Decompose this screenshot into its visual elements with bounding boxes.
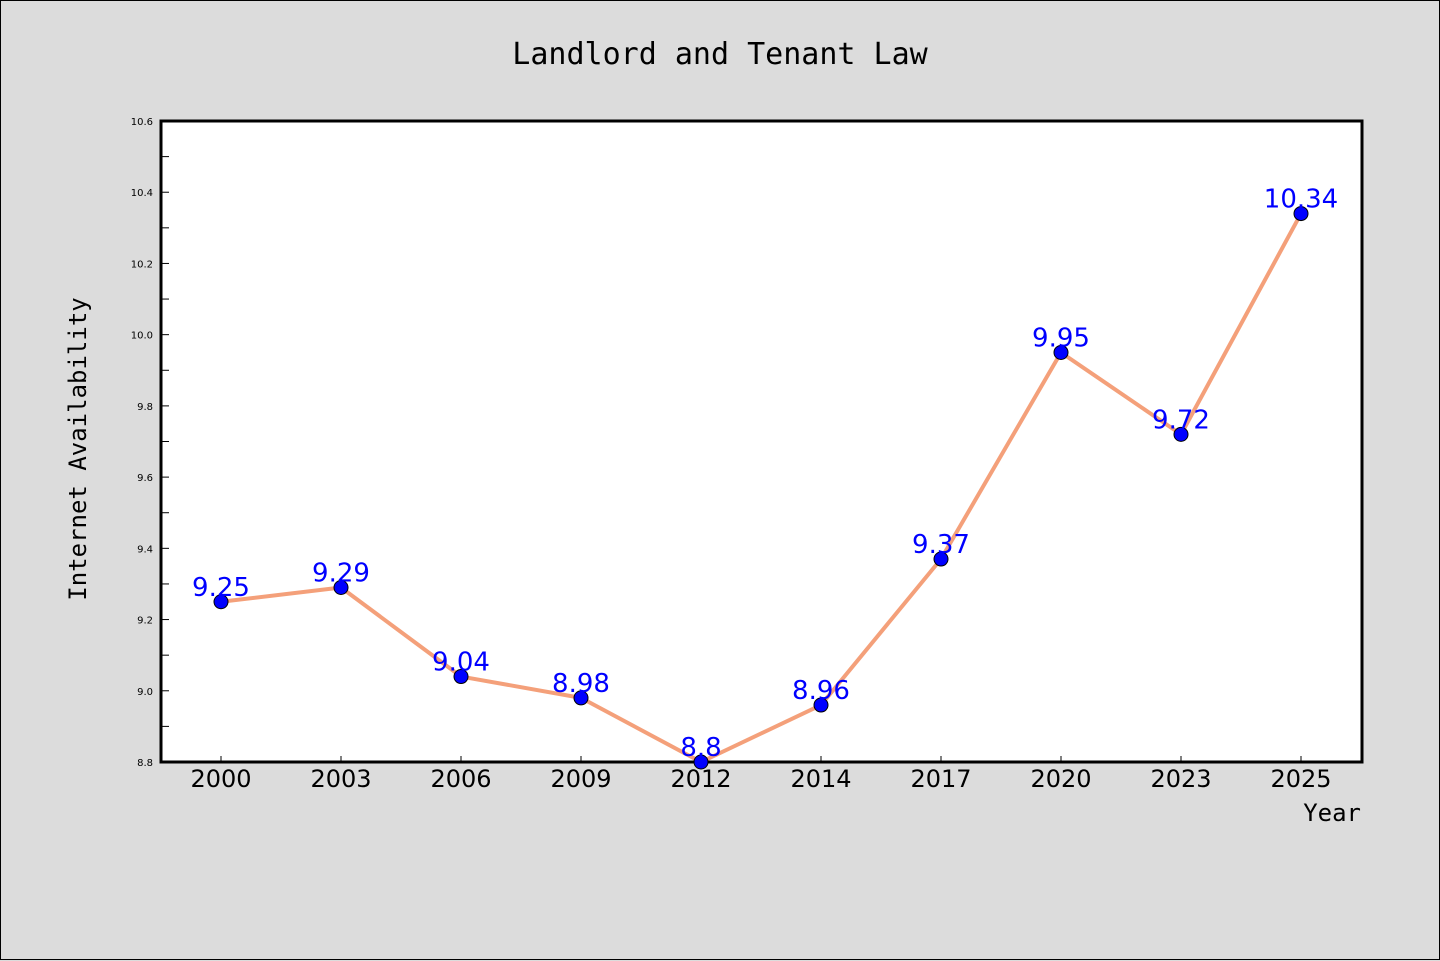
data-label: 9.72 <box>1152 405 1210 435</box>
series-line <box>219 211 1303 764</box>
y-tick-label: 9.8 <box>137 402 153 413</box>
plot-area <box>159 119 1364 764</box>
series-group <box>213 206 1309 770</box>
x-tick-label: 2006 <box>430 765 491 793</box>
x-axis: 2000 2003 2006 2009 2012 2014 2017 2020 2023 2025 <box>190 756 1332 793</box>
y-tick-label: 9.0 <box>137 687 153 698</box>
data-point <box>693 754 709 770</box>
x-tick-label: 2000 <box>190 765 251 793</box>
y-tick-label: 8.8 <box>137 758 153 769</box>
y-tick-label: 9.4 <box>137 544 153 555</box>
data-label: 9.95 <box>1032 323 1090 353</box>
data-label: 8.8 <box>680 733 721 763</box>
data-label: 9.25 <box>192 573 250 603</box>
y-axis: 8.8 9.0 9.2 9.4 9.6 9.8 10.0 10.2 10.4 10.6 <box>131 117 169 769</box>
y-tick-label: 9.6 <box>137 473 153 484</box>
data-point <box>1053 344 1069 360</box>
y-tick-label: 10.0 <box>131 331 153 342</box>
x-tick-label: 2014 <box>790 765 851 793</box>
x-tick-label: 2020 <box>1030 765 1091 793</box>
data-label: 8.98 <box>552 669 610 699</box>
data-point <box>213 594 229 610</box>
chart-title: Landlord and Tenant Law <box>512 37 928 72</box>
y-tick-label: 10.4 <box>131 188 153 199</box>
y-tick-label: 10.2 <box>131 259 153 270</box>
data-point <box>333 580 349 596</box>
data-point <box>453 669 469 685</box>
x-tick-label: 2025 <box>1270 765 1331 793</box>
data-label: 10.34 <box>1264 185 1338 215</box>
x-tick-label: 2017 <box>910 765 971 793</box>
y-tick-label: 9.2 <box>137 616 153 627</box>
data-point <box>573 690 589 706</box>
data-point <box>1173 426 1189 442</box>
data-label: 9.04 <box>432 648 490 678</box>
data-label: 9.37 <box>912 530 970 560</box>
x-axis-label: Year <box>1303 799 1361 827</box>
y-axis-label: Internet Availability <box>64 297 92 600</box>
data-point <box>1293 206 1309 222</box>
data-point <box>813 697 829 713</box>
data-label: 9.29 <box>312 559 370 589</box>
data-labels: 9.25 9.29 9.04 8.98 8.8 8.96 9.37 9.95 9.72 10.34 <box>192 185 1338 763</box>
data-point <box>933 551 949 567</box>
x-tick-label: 2009 <box>550 765 611 793</box>
x-tick-label: 2023 <box>1150 765 1211 793</box>
y-tick-label: 10.6 <box>131 117 153 128</box>
x-tick-label: 2003 <box>310 765 371 793</box>
data-label: 8.96 <box>792 676 850 706</box>
x-tick-label: 2012 <box>670 765 731 793</box>
